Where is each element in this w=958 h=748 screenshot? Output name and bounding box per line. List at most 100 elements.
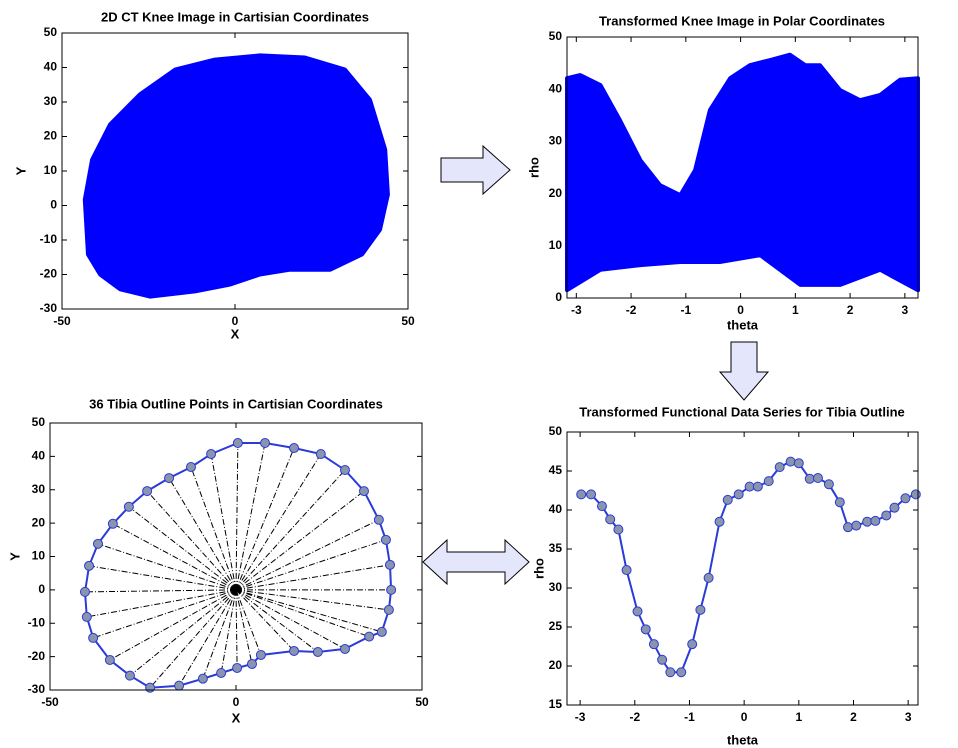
point <box>577 490 586 499</box>
y-tick-label: 20 <box>44 129 58 143</box>
y-tick-label: 50 <box>549 29 563 43</box>
point <box>813 474 822 483</box>
x-tick-label: 2 <box>850 710 857 724</box>
point <box>901 494 910 503</box>
y-tick-label: -10 <box>28 615 46 629</box>
y-tick-label: 0 <box>38 582 45 596</box>
point <box>882 511 891 520</box>
point <box>108 519 117 528</box>
point <box>688 640 697 649</box>
y-tick-label: 30 <box>549 134 563 148</box>
point <box>143 487 152 496</box>
y-tick-label: 15 <box>549 697 563 711</box>
x-tick-label: 2 <box>847 303 854 317</box>
y-axis-label: rho <box>531 558 546 579</box>
x-tick-label: -1 <box>680 303 691 317</box>
point <box>890 503 899 512</box>
right-arrow <box>441 146 510 194</box>
y-tick-label: 30 <box>32 482 46 496</box>
x-tick-label: -2 <box>629 710 640 724</box>
point <box>658 655 667 664</box>
y-tick-label: 10 <box>32 549 46 563</box>
point <box>233 439 242 448</box>
y-tick-label: -30 <box>28 682 46 696</box>
axes-box <box>567 432 918 705</box>
point <box>805 474 814 483</box>
point <box>745 482 754 491</box>
y-tick-label: -10 <box>40 232 58 246</box>
x-tick-label: -2 <box>626 303 637 317</box>
x-tick-label: 0 <box>741 710 748 724</box>
y-tick-label: 40 <box>32 449 46 463</box>
y-tick-label: 40 <box>44 60 58 74</box>
point <box>377 627 386 636</box>
y-axis-label: rho <box>526 157 541 178</box>
point <box>794 459 803 468</box>
y-tick-label: 30 <box>549 580 563 594</box>
x-axis-label: theta <box>727 317 759 332</box>
x-tick-label: 3 <box>905 710 912 724</box>
point <box>764 477 773 486</box>
point <box>911 490 920 499</box>
x-tick-label: 3 <box>902 303 909 317</box>
y-tick-label: 45 <box>549 463 563 477</box>
x-tick-label: 0 <box>233 695 240 709</box>
point <box>175 681 184 690</box>
point <box>186 463 195 472</box>
x-tick-label: 0 <box>232 314 239 328</box>
y-tick-label: 20 <box>549 186 563 200</box>
point <box>606 515 615 524</box>
x-tick-label: 50 <box>415 695 429 709</box>
x-tick-label: -50 <box>53 314 71 328</box>
y-axis-label: Y <box>7 552 22 561</box>
point <box>365 632 374 641</box>
point <box>614 525 623 534</box>
point <box>124 502 133 511</box>
point <box>824 480 833 489</box>
chart-title: 2D CT Knee Image in Cartisian Coordinate… <box>101 9 369 24</box>
x-tick-label: 1 <box>792 303 799 317</box>
point <box>852 521 861 530</box>
point <box>863 517 872 526</box>
down-arrow <box>720 342 768 400</box>
point <box>666 668 675 677</box>
point <box>723 495 732 504</box>
point <box>80 587 89 596</box>
point <box>622 566 631 575</box>
y-tick-label: 10 <box>44 163 58 177</box>
chart-title: 36 Tibia Outline Points in Cartisian Coo… <box>89 396 383 411</box>
point <box>89 633 98 642</box>
point <box>633 607 642 616</box>
y-tick-label: 20 <box>549 658 563 672</box>
point <box>105 655 114 664</box>
point <box>587 490 596 499</box>
chart-title: Transformed Functional Data Series for T… <box>579 404 905 419</box>
y-tick-label: -20 <box>40 267 58 281</box>
point <box>871 516 880 525</box>
point <box>715 517 724 526</box>
y-tick-label: 30 <box>44 94 58 108</box>
point <box>649 640 658 649</box>
point <box>316 450 325 459</box>
y-tick-label: 50 <box>32 415 46 429</box>
y-tick-label: -30 <box>40 301 58 315</box>
point <box>93 539 102 548</box>
page: 2D CT Knee Image in Cartisian Coordinate… <box>0 0 958 748</box>
point <box>207 450 216 459</box>
point <box>704 573 713 582</box>
point <box>381 535 390 544</box>
y-axis-label: Y <box>13 166 28 175</box>
y-tick-label: 25 <box>549 619 563 633</box>
y-tick-label: 35 <box>549 541 563 555</box>
point <box>844 523 853 532</box>
point <box>386 560 395 569</box>
y-tick-label: 20 <box>32 515 46 529</box>
point <box>82 612 91 621</box>
y-tick-label: 40 <box>549 502 563 516</box>
x-tick-label: 0 <box>737 303 744 317</box>
x-tick-label: -50 <box>41 695 59 709</box>
x-tick-label: -3 <box>571 303 582 317</box>
point <box>125 671 134 680</box>
point <box>359 487 368 496</box>
point <box>835 498 844 507</box>
